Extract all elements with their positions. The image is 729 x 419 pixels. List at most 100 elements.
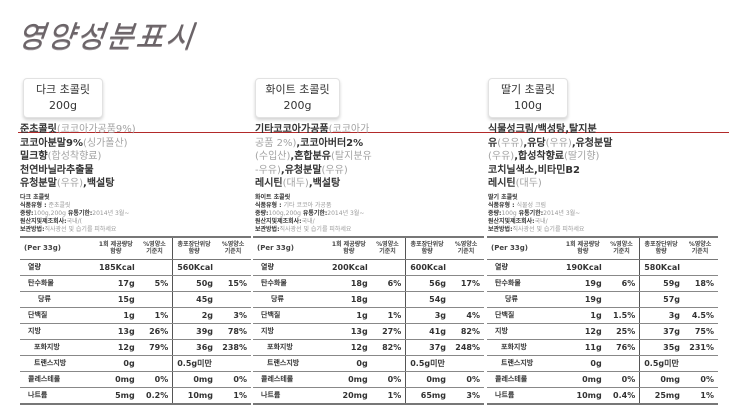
total-daily-value-pct: 18% — [682, 275, 718, 292]
nutrient-name: 열량 — [487, 259, 562, 276]
meta-value: 2014년 3월~ — [92, 209, 130, 217]
table-row: 콜레스테롤 0mg 0% 0mg 0% — [253, 371, 484, 388]
table-header-row: (Per 33g) 1회 제공량당 함량 %영양소 기준치 총포장단위당 함량 %영양소 기준치 — [20, 237, 251, 260]
ingredient-origin: (우유) — [321, 164, 348, 176]
column-header: 1회 제공량당 함량 — [94, 237, 137, 260]
total-amount: 65mg — [405, 387, 448, 404]
table-header-row: (Per 33g) 1회 제공량당 함량 %영양소 기준치 총포장단위당 함량 %영양소 기준치 — [487, 237, 718, 260]
serving-daily-value-pct: 0.4% — [613, 390, 636, 400]
nutrient-name: 포화지방 — [487, 339, 562, 356]
nutrient-name: 단백질 — [20, 307, 95, 324]
product-name-box: 다크 초콜릿 200g — [23, 78, 103, 118]
column-header: 총포장단위당 함량 — [405, 237, 448, 260]
ingredient-origin: (코코아가공품9%) — [56, 124, 136, 135]
serving-daily-value-pct — [136, 259, 173, 276]
table-row: 열량 190Kcal 580Kcal — [487, 259, 718, 276]
serving-daily-value-pct: 1.5% — [603, 307, 640, 324]
column-header: 총포장단위당 함량 — [172, 237, 215, 260]
meta-value: 직사광선 및 습기를 피하세요 — [44, 225, 117, 233]
meta-label: 유통기한: — [302, 209, 328, 217]
total-daily-value-pct: 231% — [682, 339, 718, 356]
product-meta: 화이트 초콜릿 식품유형 : 기타 코코아 가공품 중량:100g,200g 유… — [255, 194, 490, 234]
total-daily-value-pct — [448, 355, 484, 372]
column-header: (Per 33g) — [253, 237, 328, 260]
serving-daily-value-pct: 0% — [369, 371, 406, 388]
product-meta: 딸기 초콜릿 식품유형 : 식물성 크림 중량:100g 유통기한:2014년 … — [488, 194, 723, 234]
ingredient-line: 공품 2%),코코아버터2% — [255, 137, 430, 151]
meta-label: 중량: — [488, 209, 502, 217]
ingredient-line: 코치닐색소,비타민B2 — [488, 164, 663, 178]
ingredient-origin: 공품 2%) — [255, 137, 297, 149]
ingredient-text: 코코아분말9% — [20, 137, 83, 149]
serving-daily-value-pct: 1% — [369, 307, 406, 324]
serving-daily-value-pct — [603, 291, 640, 308]
ingredient-origin: (우유) — [545, 137, 572, 149]
total-amount: 45g — [172, 291, 215, 308]
table-row: 단백질 1g 1% 2g 3% — [20, 307, 251, 324]
nutrient-name: 트랜스지방 — [253, 355, 328, 372]
table-row: 콜레스테롤 0mg 0% 0mg 0% — [487, 371, 718, 388]
serving-amount: 20mg — [342, 390, 368, 400]
serving-daily-value-pct: 6% — [603, 275, 640, 292]
meta-value: 100g,200g — [33, 209, 66, 217]
ingredient-text: ,코코아버터2% — [296, 137, 364, 149]
total-amount: 0.5g미만 — [172, 355, 215, 372]
serving-daily-value-pct: 82% — [369, 339, 406, 356]
table-header-row: (Per 33g) 1회 제공량당 함량 %영양소 기준치 총포장단위당 함량 %영양소 기준치 — [253, 237, 484, 260]
serving-daily-value-pct — [603, 259, 640, 276]
meta-label: 중량: — [255, 209, 269, 217]
serving-amount: 12g — [327, 339, 370, 356]
total-daily-value-pct: 1% — [233, 390, 247, 400]
ingredient-origin: (딸기향) — [564, 151, 600, 162]
total-amount: 59g — [639, 275, 682, 292]
table-row: 탄수화물 19g 6% 59g 18% — [487, 275, 718, 292]
total-amount: 54g — [405, 291, 448, 308]
total-amount: 560Kcal — [172, 259, 215, 276]
column-header: 1회 제공량당 함량 — [561, 237, 604, 260]
ingredient-text: ,혼합분유 — [290, 151, 332, 162]
table-row: 열량 200Kcal 600Kcal — [253, 259, 484, 276]
product-name-box: 딸기 초콜릿 100g — [488, 78, 568, 118]
product-name-box: 화이트 초콜릿 200g — [255, 78, 340, 118]
table-row: 포화지방 11g 76% 35g 231% — [487, 339, 718, 356]
nutrient-name: 포화지방 — [253, 339, 328, 356]
serving-amount: 0mg — [561, 371, 604, 388]
total-amount: 0.5g미만 — [405, 355, 448, 372]
column-header: %영양소 기준치 — [448, 237, 484, 260]
column-header: %영양소 기준치 — [136, 237, 173, 260]
meta-label: 보관방법: — [488, 225, 513, 233]
serving-amount: 12g — [94, 339, 137, 356]
table-row: 나트륨 20mg 1% 65mg 3% — [253, 387, 484, 404]
serving-amount: 0g — [94, 355, 137, 372]
nutrition-table: (Per 33g) 1회 제공량당 함량 %영양소 기준치 총포장단위당 함량 %영양소 기준치… — [487, 236, 718, 405]
table-row: 트랜스지방 0g 0.5g미만 — [487, 355, 718, 372]
ingredient-line: -우유),유청분말(우유) — [255, 164, 430, 178]
meta-value: 국내/( — [66, 217, 82, 225]
serving-daily-value-pct — [136, 291, 173, 308]
total-amount: 600Kcal — [405, 259, 448, 276]
serving-daily-value-pct: 1% — [136, 307, 173, 324]
ingredient-origin: (싱가폴산) — [82, 137, 128, 149]
serving-amount: 0mg — [327, 371, 370, 388]
meta-label: 식품유형 : — [488, 201, 515, 209]
nutrient-name: 당류 — [20, 291, 95, 308]
ingredient-text: 유청분말 — [20, 178, 57, 189]
total-daily-value-pct: 0% — [448, 371, 484, 388]
ingredient-origin: (대두) — [282, 178, 309, 189]
total-daily-value-pct: 0% — [682, 371, 718, 388]
nutrient-name: 지방 — [20, 323, 95, 340]
total-amount: 37g — [405, 339, 448, 356]
ingredient-text: ,합성착향료 — [514, 151, 565, 162]
table-row: 포화지방 12g 79% 36g 238% — [20, 339, 251, 356]
meta-title: 딸기 초콜릿 — [488, 193, 518, 201]
table-row: 탄수화물 17g 5% 50g 15% — [20, 275, 251, 292]
serving-daily-value-pct: 0.2% — [146, 390, 169, 400]
ingredient-origin: (탈지분유 — [331, 151, 372, 162]
nutrient-name: 열량 — [253, 259, 328, 276]
table-row: 열량 185Kcal 560Kcal — [20, 259, 251, 276]
nutrient-name: 트랜스지방 — [487, 355, 562, 372]
product-name: 화이트 초콜릿 — [265, 83, 330, 96]
column-header: %영양소 기준치 — [603, 237, 640, 260]
product-weight: 200g — [49, 99, 77, 112]
total-daily-value-pct: 4.5% — [682, 307, 718, 324]
